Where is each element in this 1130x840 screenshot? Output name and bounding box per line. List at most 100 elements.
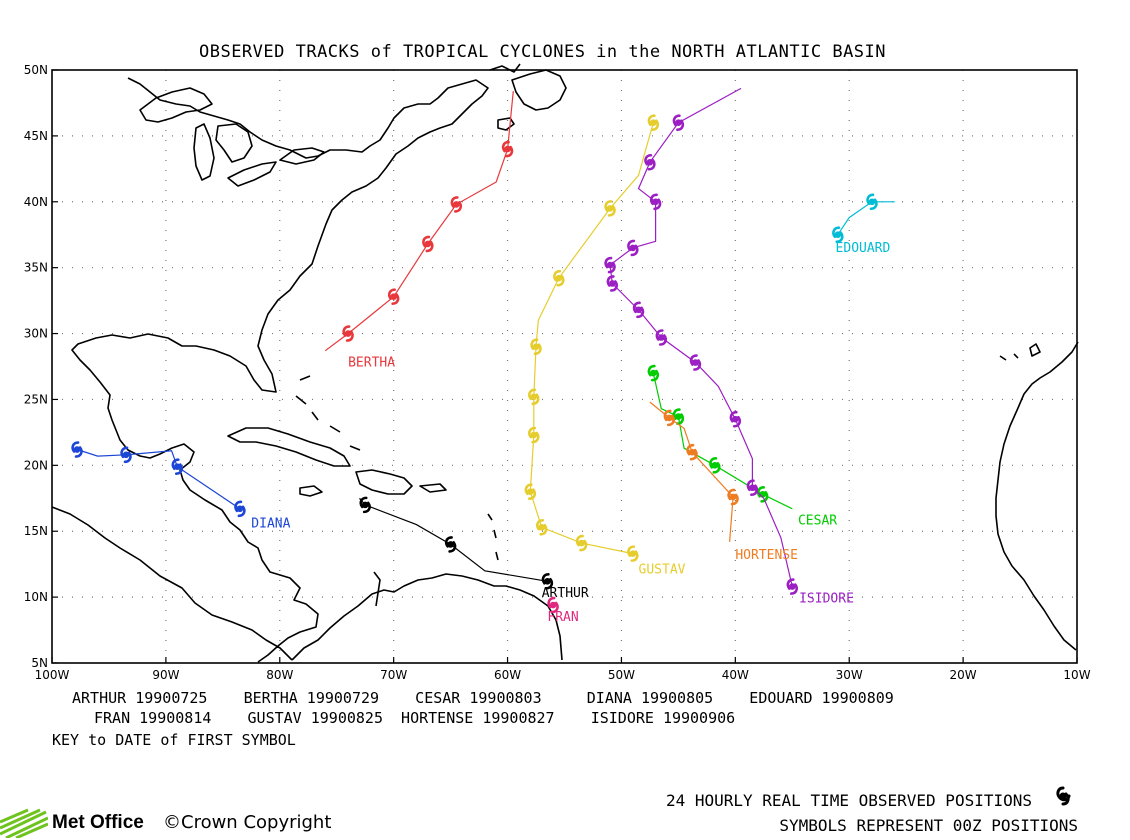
- coastline-puerto-rico: [419, 483, 447, 493]
- track-line: [324, 91, 514, 352]
- storm-track-fran[interactable]: FRAN: [547, 596, 559, 614]
- lon-tick-label: 50W: [608, 668, 635, 682]
- storm-position-symbol[interactable]: ISIDORE: [746, 479, 759, 497]
- lat-tick-label: 35N: [24, 261, 48, 275]
- storm-position-symbol[interactable]: ISIDORE: [786, 578, 798, 595]
- storm-label-isidore: ISIDORE: [799, 591, 854, 606]
- storm-position-symbol[interactable]: EDOUARD: [866, 193, 878, 211]
- storm-position-symbol[interactable]: GUSTAV: [627, 545, 639, 562]
- key-row-1: ARTHUR 19900725 BERTHA 19900729 CESAR 19…: [72, 689, 894, 707]
- storm-position-symbol[interactable]: DIANA: [171, 458, 183, 475]
- storm-position-symbol[interactable]: GUSTAV: [528, 388, 540, 406]
- lat-tick-label: 15N: [24, 524, 48, 538]
- storm-position-symbol[interactable]: GUSTAV: [530, 338, 542, 356]
- coastlines: [51, 63, 1079, 663]
- storm-position-symbol[interactable]: FRAN: [547, 596, 559, 614]
- storm-position-symbol[interactable]: BERTHA: [342, 325, 354, 342]
- coastline-trinidad: [373, 571, 381, 607]
- storm-position-symbol[interactable]: GUSTAV: [524, 483, 537, 500]
- track-line: [649, 401, 734, 542]
- storm-position-symbol[interactable]: ARTHUR: [359, 496, 371, 514]
- storm-position-symbol[interactable]: ISIDORE: [632, 301, 645, 319]
- storm-position-symbol[interactable]: ISIDORE: [729, 410, 742, 428]
- storm-track-hortense[interactable]: HORTENSE HORTENSE HORTENSE: [649, 401, 739, 542]
- lon-tick-label: 60W: [494, 668, 521, 682]
- lon-tick-label: 70W: [380, 668, 407, 682]
- storm-position-symbol[interactable]: BERTHA: [450, 196, 462, 213]
- lon-tick-label: 10W: [1063, 668, 1090, 682]
- coastline-south-america: [291, 573, 563, 661]
- storm-position-symbol[interactable]: GUSTAV: [536, 518, 548, 536]
- lon-tick-label: 30W: [836, 668, 863, 682]
- storm-position-symbol[interactable]: DIANA: [234, 500, 246, 518]
- storm-position-symbol[interactable]: DIANA: [71, 441, 83, 458]
- storm-position-symbol[interactable]: ARTHUR: [444, 536, 457, 553]
- lat-tick-label: 25N: [24, 392, 48, 406]
- copyright-notice: ©Crown Copyright: [163, 812, 332, 833]
- coastline-cuba: [227, 427, 351, 467]
- storm-position-symbol[interactable]: GUSTAV: [604, 200, 616, 217]
- storm-position-symbol[interactable]: GUSTAV: [575, 534, 588, 552]
- storm-label-cesar: CESAR: [798, 514, 837, 529]
- storm-position-symbol[interactable]: HORTENSE: [727, 488, 739, 506]
- storm-track-gustav[interactable]: GUSTAV GUSTAV GUSTAV GUSTAV GUSTAV GUSTAV GUST…: [524, 114, 660, 562]
- footer-line-2: SYMBOLS REPRESENT 00Z POSITIONS: [779, 816, 1078, 835]
- coastline-canary-islands: [999, 343, 1041, 361]
- coastline-africa: [995, 341, 1079, 651]
- storm-position-symbol[interactable]: CESAR: [647, 364, 660, 382]
- storm-track-cesar[interactable]: CESARCESARCESARCESAR: [647, 364, 793, 510]
- map-grid: [52, 70, 1077, 663]
- storm-position-symbol[interactable]: CESAR: [672, 408, 685, 425]
- storm-position-symbol[interactable]: ISIDORE: [672, 114, 685, 132]
- storm-position-symbol[interactable]: CESAR: [709, 457, 721, 474]
- storm-position-symbol[interactable]: ISIDORE: [627, 239, 639, 257]
- coastline-labrador: [489, 63, 521, 73]
- storm-position-symbol[interactable]: HORTENSE: [663, 409, 675, 427]
- storm-label-hortense: HORTENSE: [735, 548, 798, 563]
- lake-ontario: [279, 147, 325, 165]
- map-title: OBSERVED TRACKS of TROPICAL CYCLONES in …: [198, 42, 887, 62]
- storm-position-symbol[interactable]: ARTHUR: [541, 572, 554, 590]
- storm-position-symbol[interactable]: ISIDORE: [644, 153, 656, 171]
- storm-track-isidore[interactable]: ISIDOREISIDOREISIDOREISIDOREISIDOREISIDO…: [604, 87, 798, 595]
- lat-tick-label: 30N: [24, 327, 48, 341]
- key-caption: KEY to DATE of FIRST SYMBOL: [52, 731, 296, 749]
- storm-position-symbol[interactable]: DIANA: [120, 446, 132, 464]
- storm-position-symbol[interactable]: ISIDORE: [604, 256, 616, 274]
- met-office-logo[interactable]: Met Office: [0, 806, 144, 840]
- lat-tick-label: 5N: [31, 656, 48, 670]
- storm-position-symbol[interactable]: GUSTAV: [553, 269, 565, 287]
- storm-position-symbol[interactable]: GUSTAV: [528, 426, 540, 444]
- storm-position-symbol[interactable]: GUSTAV: [647, 114, 660, 132]
- storm-position-symbol[interactable]: BERTHA: [501, 140, 514, 158]
- footer-line-1: 24 HOURLY REAL TIME OBSERVED POSITIONS: [665, 791, 1032, 810]
- storm-label-arthur: ARTHUR: [542, 586, 589, 601]
- storm-track-bertha[interactable]: BERTHA BERTHA BERTHA BERTHA BERTHA: [324, 91, 514, 352]
- coastline-lesser-antilles: [487, 513, 499, 561]
- track-line: [609, 87, 793, 587]
- lat-tick-label: 45N: [24, 129, 48, 143]
- storm-track-edouard[interactable]: EDOUARD EDOUARD: [832, 193, 895, 244]
- lat-tick-label: 50N: [24, 63, 48, 77]
- cyclone-map[interactable]: ARTHURARTHURARTHURBERTHABERTHABERTHABERT…: [0, 0, 1130, 800]
- lon-tick-label: 90W: [152, 668, 179, 682]
- storm-position-symbol[interactable]: HORTENSE: [686, 443, 698, 461]
- lat-tick-label: 40N: [24, 195, 48, 209]
- storm-track-diana[interactable]: DIANA DIANA DIANA DIANA: [71, 441, 246, 518]
- met-office-logo-icon: [0, 808, 48, 838]
- storm-position-symbol[interactable]: EDOUARD: [832, 226, 844, 244]
- storm-position-symbol[interactable]: ISIDORE: [649, 193, 662, 211]
- track-line: [359, 497, 548, 582]
- coastline-north-america: [51, 77, 489, 663]
- storm-track-arthur[interactable]: ARTHUR ARTHUR ARTHUR: [359, 496, 554, 590]
- coastline-jamaica: [299, 485, 323, 497]
- storm-label-edouard: EDOUARD: [836, 241, 891, 256]
- storm-position-symbol[interactable]: BERTHA: [387, 288, 400, 305]
- storm-position-symbol[interactable]: ISIDORE: [655, 329, 667, 346]
- lon-tick-label: 20W: [950, 668, 977, 682]
- storm-position-symbol[interactable]: ISIDORE: [606, 275, 619, 292]
- lon-tick-label: 80W: [266, 668, 293, 682]
- track-line: [76, 448, 241, 510]
- storm-position-symbol[interactable]: BERTHA: [422, 235, 434, 253]
- storm-position-symbol[interactable]: ISIDORE: [689, 354, 702, 371]
